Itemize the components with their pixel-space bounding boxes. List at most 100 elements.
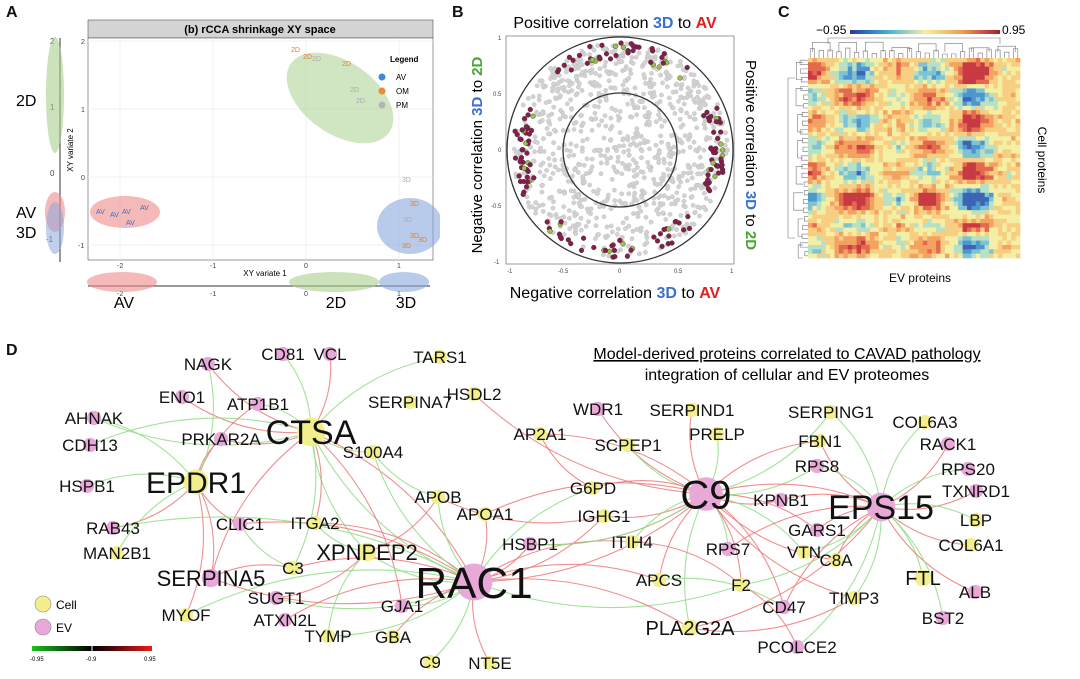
heatmap-cell <box>980 197 985 202</box>
heatmap-cell <box>896 144 902 150</box>
heatmap-cell <box>989 105 994 111</box>
heatmap-cell <box>909 114 915 120</box>
heatmap-cell <box>958 84 963 89</box>
heatmap-cell <box>905 97 910 102</box>
heatmap-cell <box>967 127 972 133</box>
network-edge <box>705 493 855 599</box>
heatmap-cell <box>869 84 875 89</box>
node-ighg1-dot <box>596 508 612 524</box>
heatmap-cell <box>887 179 893 185</box>
heatmap-cell <box>847 218 853 224</box>
heatmap-cell <box>808 197 813 202</box>
heatmap-cell <box>927 236 932 241</box>
correlation-point <box>546 113 552 119</box>
heatmap-cell <box>891 92 897 98</box>
heatmap-cell <box>958 205 963 211</box>
heatmap-cell <box>883 110 888 115</box>
heatmap-cell <box>984 84 990 89</box>
highlighted-point <box>561 62 567 68</box>
node-nt5e: NT5E <box>468 654 511 673</box>
heatmap-cell <box>900 144 906 150</box>
network-edge <box>112 516 475 583</box>
heatmap-cell <box>1011 158 1016 163</box>
heatmap-cell <box>993 236 999 241</box>
heatmap-cell <box>909 110 915 115</box>
heatmap-cell <box>1002 118 1008 124</box>
y-tick-0: 0 <box>81 175 85 182</box>
heatmap-cell <box>856 179 862 185</box>
heatmap-cell <box>980 123 985 128</box>
highlighted-point <box>659 54 665 61</box>
network-edge <box>473 393 707 495</box>
heatmap-cell <box>900 197 906 202</box>
x-tick-1: 1 <box>397 263 401 270</box>
heatmap-cell <box>834 140 840 146</box>
margin-bottom-av-label: AV <box>114 295 134 310</box>
correlation-point <box>660 201 666 207</box>
correlation-point <box>597 204 602 210</box>
heatmap-cell <box>878 62 884 67</box>
heatmap-cell <box>1011 244 1016 250</box>
heatmap-cell <box>1006 97 1012 102</box>
heatmap-cell <box>816 253 822 259</box>
heatmap-cell <box>856 223 862 228</box>
heatmap-cell <box>922 66 928 72</box>
correlation-point <box>691 139 697 145</box>
heatmap-cell <box>967 84 972 89</box>
heatmap-cell <box>834 244 840 250</box>
heatmap-cell <box>887 236 893 241</box>
heatmap-cell <box>971 153 977 159</box>
heatmap-cell <box>962 158 968 163</box>
heatmap-cell <box>905 118 910 124</box>
heatmap-cell <box>808 184 813 189</box>
heatmap-cell <box>927 88 932 94</box>
correlation-point <box>676 184 682 190</box>
correlation-point <box>601 214 607 220</box>
heatmap-cell <box>861 71 866 76</box>
correlation-point <box>670 179 676 185</box>
heatmap-cell <box>949 231 955 237</box>
heatmap-cell <box>830 114 835 120</box>
heatmap-cell <box>865 58 871 63</box>
heatmap-cell <box>958 127 963 133</box>
highlighted-point <box>715 135 721 142</box>
heatmap-cell <box>1011 79 1016 85</box>
heatmap-cell <box>975 123 981 128</box>
correlation-point <box>551 140 556 145</box>
heatmap-cell <box>949 136 955 141</box>
heatmap-cell <box>891 97 897 102</box>
heatmap-cell <box>936 162 941 167</box>
point-av: AV <box>110 212 119 219</box>
node-gars1-dot <box>809 522 825 538</box>
heatmap-cell <box>847 71 853 76</box>
heatmap-cell <box>816 205 822 211</box>
correlation-point <box>524 194 530 200</box>
x-tick-m2: -2 <box>117 263 123 270</box>
heatmap-cell <box>878 166 884 172</box>
heatmap-cell <box>1015 66 1021 72</box>
heatmap-cell <box>905 92 910 98</box>
heatmap-cell <box>812 105 818 111</box>
heatmap-cell <box>971 236 977 241</box>
heatmap-cell <box>878 162 884 167</box>
heatmap-cell <box>830 201 835 207</box>
heatmap-cell <box>997 223 1003 228</box>
heatmap-cell <box>847 171 853 176</box>
heatmap-cell <box>958 88 963 94</box>
heatmap-cell <box>953 249 959 254</box>
correlation-point <box>693 147 698 153</box>
correlation-point <box>653 119 659 125</box>
heatmap-cell <box>975 84 981 89</box>
highlighted-point <box>660 60 666 66</box>
correlation-point <box>724 137 730 143</box>
heatmap-cell <box>918 88 924 94</box>
heatmap-cell <box>843 149 849 154</box>
heatmap-cell <box>905 101 910 107</box>
network-edge <box>310 431 368 553</box>
heatmap-cell <box>1015 253 1021 259</box>
legend-av: AV <box>396 73 407 82</box>
node-alb-dot <box>967 584 983 600</box>
heatmap-cell <box>993 62 999 67</box>
heatmap-cell <box>838 210 844 215</box>
heatmap-cell <box>936 149 941 154</box>
